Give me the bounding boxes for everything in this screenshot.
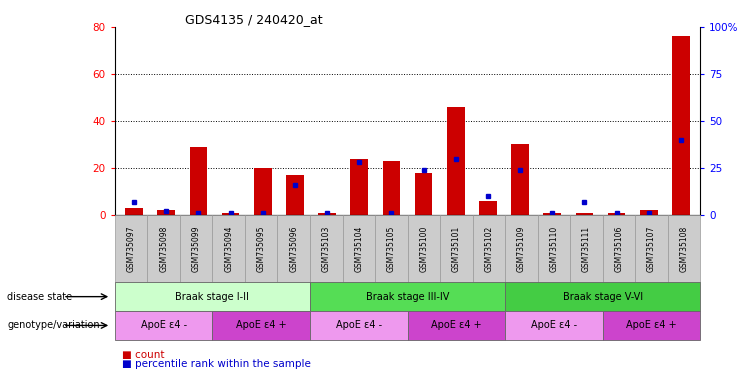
Bar — [125, 208, 143, 215]
Bar — [286, 175, 304, 215]
Bar — [254, 168, 272, 215]
Text: GSM735108: GSM735108 — [679, 225, 688, 272]
Text: GSM735102: GSM735102 — [485, 225, 494, 272]
Text: ApoE ε4 +: ApoE ε4 + — [236, 320, 287, 331]
Bar — [672, 36, 690, 215]
Bar — [640, 210, 657, 215]
Text: genotype/variation: genotype/variation — [7, 320, 100, 331]
Bar — [382, 161, 400, 215]
Text: ApoE ε4 -: ApoE ε4 - — [141, 320, 187, 331]
Text: GDS4135 / 240420_at: GDS4135 / 240420_at — [185, 13, 323, 26]
Text: Braak stage V-VI: Braak stage V-VI — [562, 291, 642, 302]
Text: GSM735103: GSM735103 — [322, 225, 330, 272]
Text: Braak stage III-IV: Braak stage III-IV — [366, 291, 449, 302]
Text: Braak stage I-II: Braak stage I-II — [176, 291, 250, 302]
Bar — [190, 147, 207, 215]
Text: ■ count: ■ count — [122, 350, 165, 360]
Text: GSM735105: GSM735105 — [387, 225, 396, 272]
Text: GSM735109: GSM735109 — [517, 225, 526, 272]
Bar — [222, 213, 239, 215]
Text: GSM735101: GSM735101 — [452, 225, 461, 272]
Bar — [479, 201, 496, 215]
Bar — [511, 144, 529, 215]
Text: GSM735099: GSM735099 — [192, 225, 201, 272]
Text: ApoE ε4 -: ApoE ε4 - — [531, 320, 577, 331]
Text: ApoE ε4 +: ApoE ε4 + — [626, 320, 677, 331]
Text: ApoE ε4 -: ApoE ε4 - — [336, 320, 382, 331]
Bar — [576, 213, 594, 215]
Text: GSM735107: GSM735107 — [647, 225, 656, 272]
Bar — [543, 213, 561, 215]
Bar — [158, 210, 175, 215]
Bar — [415, 173, 433, 215]
Text: ■ percentile rank within the sample: ■ percentile rank within the sample — [122, 359, 311, 369]
Text: GSM735096: GSM735096 — [289, 225, 298, 272]
Bar — [447, 107, 465, 215]
Text: disease state: disease state — [7, 291, 73, 302]
Text: GSM735097: GSM735097 — [127, 225, 136, 272]
Bar — [319, 213, 336, 215]
Text: GSM735098: GSM735098 — [159, 225, 168, 272]
Text: GSM735100: GSM735100 — [419, 225, 428, 272]
Text: GSM735111: GSM735111 — [582, 225, 591, 272]
Text: ApoE ε4 +: ApoE ε4 + — [431, 320, 482, 331]
Bar — [350, 159, 368, 215]
Text: GSM735094: GSM735094 — [225, 225, 233, 272]
Text: GSM735106: GSM735106 — [614, 225, 623, 272]
Text: GSM735110: GSM735110 — [549, 225, 559, 272]
Bar — [608, 213, 625, 215]
Text: GSM735104: GSM735104 — [354, 225, 363, 272]
Text: GSM735095: GSM735095 — [256, 225, 266, 272]
